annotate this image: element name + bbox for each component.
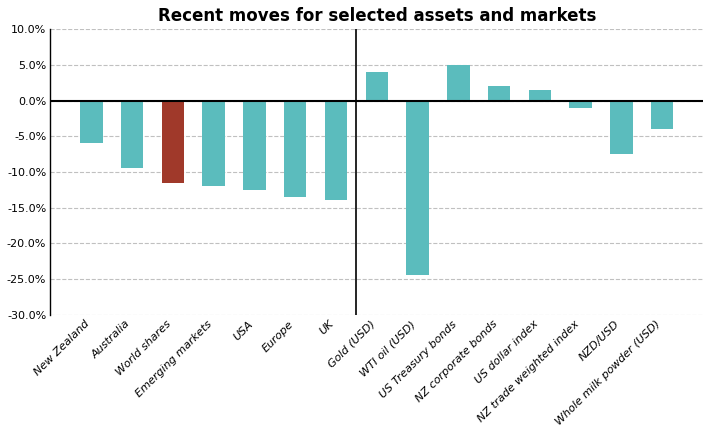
Bar (569, 101, 592, 108)
Bar (244, 101, 266, 190)
Bar (488, 86, 510, 101)
Bar (366, 72, 388, 101)
Bar (610, 101, 633, 154)
Bar (529, 90, 551, 101)
Title: Recent moves for selected assets and markets: Recent moves for selected assets and mar… (158, 7, 596, 25)
Bar (406, 101, 429, 276)
Bar (324, 101, 347, 201)
Bar (80, 101, 102, 143)
Bar (447, 65, 469, 101)
Bar (202, 101, 225, 186)
Bar (651, 101, 673, 129)
Bar (121, 101, 143, 168)
Bar (284, 101, 307, 197)
Bar (162, 101, 184, 183)
